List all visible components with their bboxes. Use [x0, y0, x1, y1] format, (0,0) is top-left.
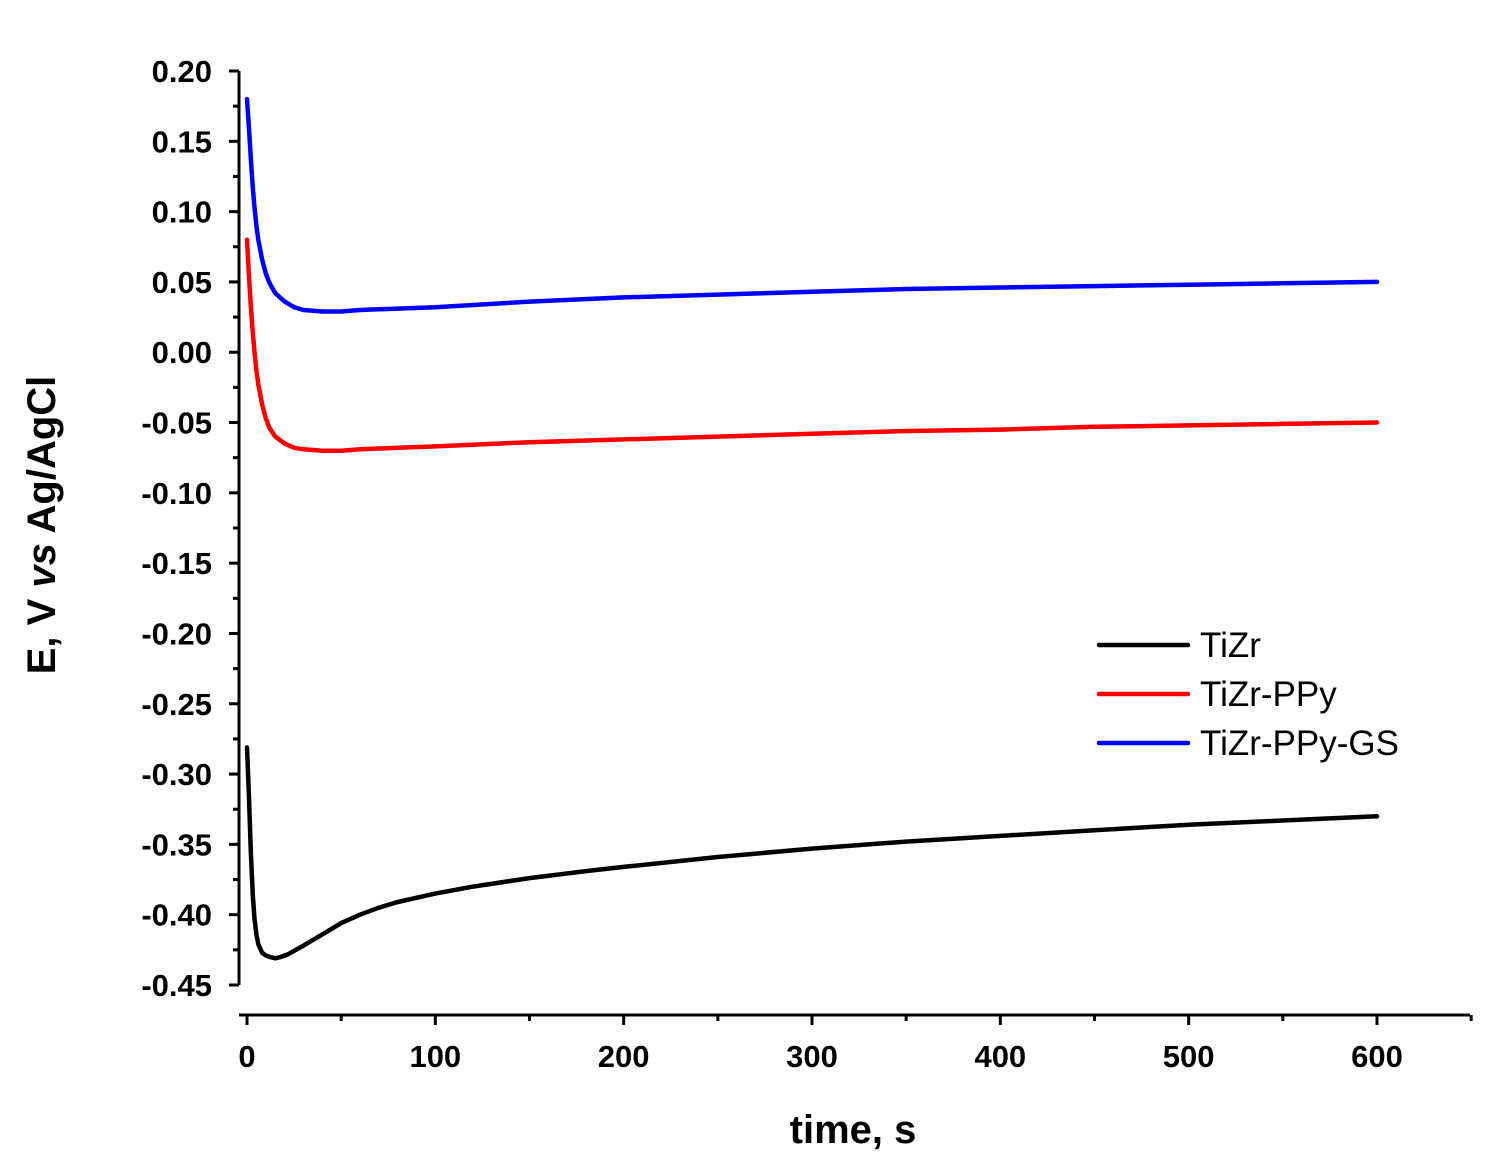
series-line-tizr-ppy: [244, 237, 1380, 453]
x-tick-label: 300: [786, 1039, 838, 1074]
x-tick-label: 0: [238, 1039, 255, 1074]
legend: TiZr TiZr-PPy TiZr-PPy-GS: [1096, 626, 1399, 763]
x-tick-label: 600: [1351, 1039, 1403, 1074]
y-tick-label: -0.45: [141, 968, 212, 1003]
series-line-tizr: [244, 745, 1380, 961]
ticks-layer: -0.45 -0.40 -0.35 -0.30 -0.25 -0.20 -0.15 -0.10…: [141, 54, 1473, 1074]
y-tick-label: -0.40: [141, 898, 212, 933]
legend-label-tizr: TiZr: [1200, 626, 1261, 665]
y-tick-label: -0.05: [141, 406, 212, 441]
x-axis-title: time, s: [790, 1108, 917, 1152]
x-tick-label: 100: [409, 1039, 461, 1074]
y-tick-label: 0.20: [152, 54, 212, 89]
legend-label-tizr-ppy-gs: TiZr-PPy-GS: [1200, 724, 1399, 763]
y-tick-label: -0.15: [141, 546, 212, 581]
x-tick-label: 200: [598, 1039, 650, 1074]
y-axis-title-italic: vs: [20, 543, 64, 588]
y-tick-label: -0.10: [141, 476, 212, 511]
y-axis-title-pre: E, V: [20, 588, 64, 675]
x-tick-label: 400: [974, 1039, 1026, 1074]
y-axis-title-post: Ag/AgCl: [20, 376, 64, 543]
legend-label-tizr-ppy: TiZr-PPy: [1200, 675, 1337, 714]
y-tick-label: 0.00: [152, 335, 212, 370]
y-tick-label: -0.30: [141, 757, 212, 792]
y-tick-label: -0.20: [141, 616, 212, 651]
y-axis-title: E, V vs Ag/AgCl: [20, 376, 64, 675]
y-tick-label: -0.35: [141, 827, 212, 862]
axes-layer: [237, 71, 1470, 1017]
y-tick-label: -0.25: [141, 687, 212, 722]
series-line-tizr-ppy-gs: [244, 96, 1380, 314]
y-tick-label: 0.15: [152, 124, 212, 159]
x-tick-label: 500: [1163, 1039, 1215, 1074]
y-tick-label: 0.10: [152, 195, 212, 230]
series-layer: [244, 96, 1380, 961]
y-tick-label: 0.05: [152, 265, 212, 300]
